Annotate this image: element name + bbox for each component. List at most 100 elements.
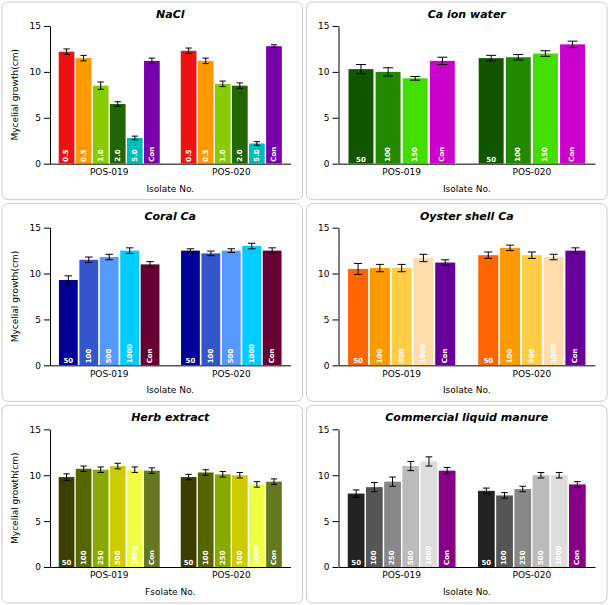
tick-mark	[44, 319, 50, 320]
x-axis: POS-019POS-020	[51, 567, 292, 580]
error-bar	[228, 249, 236, 253]
bar	[222, 251, 241, 366]
y-axis: 051015	[318, 21, 339, 169]
bar	[127, 138, 143, 164]
error-bar-cap	[146, 261, 154, 262]
error-bar-line	[188, 48, 189, 54]
tick-mark	[44, 228, 50, 229]
tick-mark	[333, 365, 339, 366]
bar-label: 500	[398, 349, 406, 364]
y-axis-title: Mycelial growth(cm)	[10, 452, 20, 544]
error-bar-cap	[501, 492, 508, 493]
tick-label: 5	[35, 315, 41, 325]
error-bar-cap	[556, 477, 563, 478]
error-bar-line	[379, 264, 380, 271]
tick-mark	[44, 365, 50, 366]
tick-mark	[333, 118, 339, 119]
bar-label: 150	[411, 147, 419, 162]
error-bar	[98, 82, 104, 89]
error-bar-line	[109, 254, 110, 260]
error-bar-cap	[389, 486, 396, 487]
bar	[144, 61, 160, 164]
error-bar	[149, 468, 155, 474]
x-tick: POS-019	[90, 164, 129, 177]
error-bar	[506, 245, 514, 251]
bar	[232, 475, 248, 567]
error-bar-line	[423, 254, 424, 261]
title: Oyster shell Ca	[420, 210, 514, 223]
bar-label: 50	[62, 559, 72, 567]
x-axis: POS-019POS-020	[339, 365, 596, 378]
error-bar-line	[66, 474, 67, 480]
error-bar-line	[559, 472, 560, 478]
error-bar-cap	[410, 80, 420, 81]
bar	[384, 482, 401, 567]
error-bar-line	[401, 264, 402, 271]
bar	[181, 477, 197, 567]
panel: 505010010050050010001000ConCon051015POS-…	[2, 204, 303, 402]
bar-label: 1000	[555, 545, 563, 565]
error-bar	[237, 83, 243, 89]
y-tick: 0	[35, 562, 50, 572]
bar	[266, 482, 282, 567]
tick-mark	[44, 118, 50, 119]
tick-mark	[333, 319, 339, 320]
error-bar-line	[415, 76, 416, 80]
tick-label: 5	[35, 113, 41, 123]
axis-line	[339, 228, 340, 366]
error-bar-cap	[254, 141, 260, 142]
error-bar-cap	[398, 264, 406, 265]
error-bar-cap	[220, 81, 226, 82]
error-bar-cap	[80, 60, 86, 61]
bar	[533, 54, 558, 164]
error-bar-cap	[248, 243, 256, 244]
error-bar-cap	[571, 253, 579, 254]
panel-frame	[2, 204, 303, 402]
error-bar-cap	[353, 489, 360, 490]
error-bar-cap	[115, 106, 121, 107]
bar-label: 250	[219, 550, 227, 565]
tick-label: POS-020	[212, 570, 251, 580]
error-bar	[389, 477, 396, 486]
bar-label: 500	[528, 349, 536, 364]
y-tick: 15	[318, 21, 338, 31]
error-bar-line	[488, 252, 489, 258]
error-bar-cap	[237, 472, 243, 473]
error-bar-line	[88, 257, 89, 263]
error-bar-cap	[105, 254, 113, 255]
tick-label: 10	[30, 471, 42, 481]
marks	[59, 463, 282, 567]
x-axis-title: Isolate No.	[443, 184, 491, 194]
bar-label: 100	[376, 349, 384, 364]
error-bar-cap	[356, 64, 366, 65]
error-bar	[65, 276, 73, 284]
error-bar-cap	[528, 251, 536, 252]
bar	[421, 461, 438, 567]
error-bar	[419, 254, 427, 261]
bar-labels: 5050100100150150ConCon	[356, 147, 576, 164]
error-bar-cap	[419, 254, 427, 255]
error-bar-line	[410, 461, 411, 470]
error-bar-cap	[126, 247, 134, 248]
x-axis: POS-019POS-020	[51, 164, 292, 177]
error-bar-line	[222, 81, 223, 87]
error-bar-cap	[98, 89, 104, 90]
tick-label: POS-019	[382, 369, 421, 379]
error-bar-line	[392, 477, 393, 486]
title: Ca ion water	[428, 8, 507, 21]
bar-label: 1.0	[219, 149, 227, 162]
bar	[76, 469, 92, 567]
error-bar-cap	[437, 64, 447, 65]
error-bar-cap	[185, 53, 191, 54]
bar	[181, 51, 197, 164]
bar-label: 1000	[425, 545, 433, 565]
error-bar-line	[522, 486, 523, 492]
panel: 505010010025025050050010001000ConCon0510…	[2, 405, 303, 603]
bar	[478, 491, 495, 567]
bar-label: 100	[202, 550, 210, 565]
tick-label: 0	[35, 361, 41, 371]
bar-label: Con	[571, 348, 579, 363]
bar	[522, 255, 542, 365]
bar-label: 1000	[550, 344, 558, 364]
error-bar-cap	[105, 259, 113, 260]
